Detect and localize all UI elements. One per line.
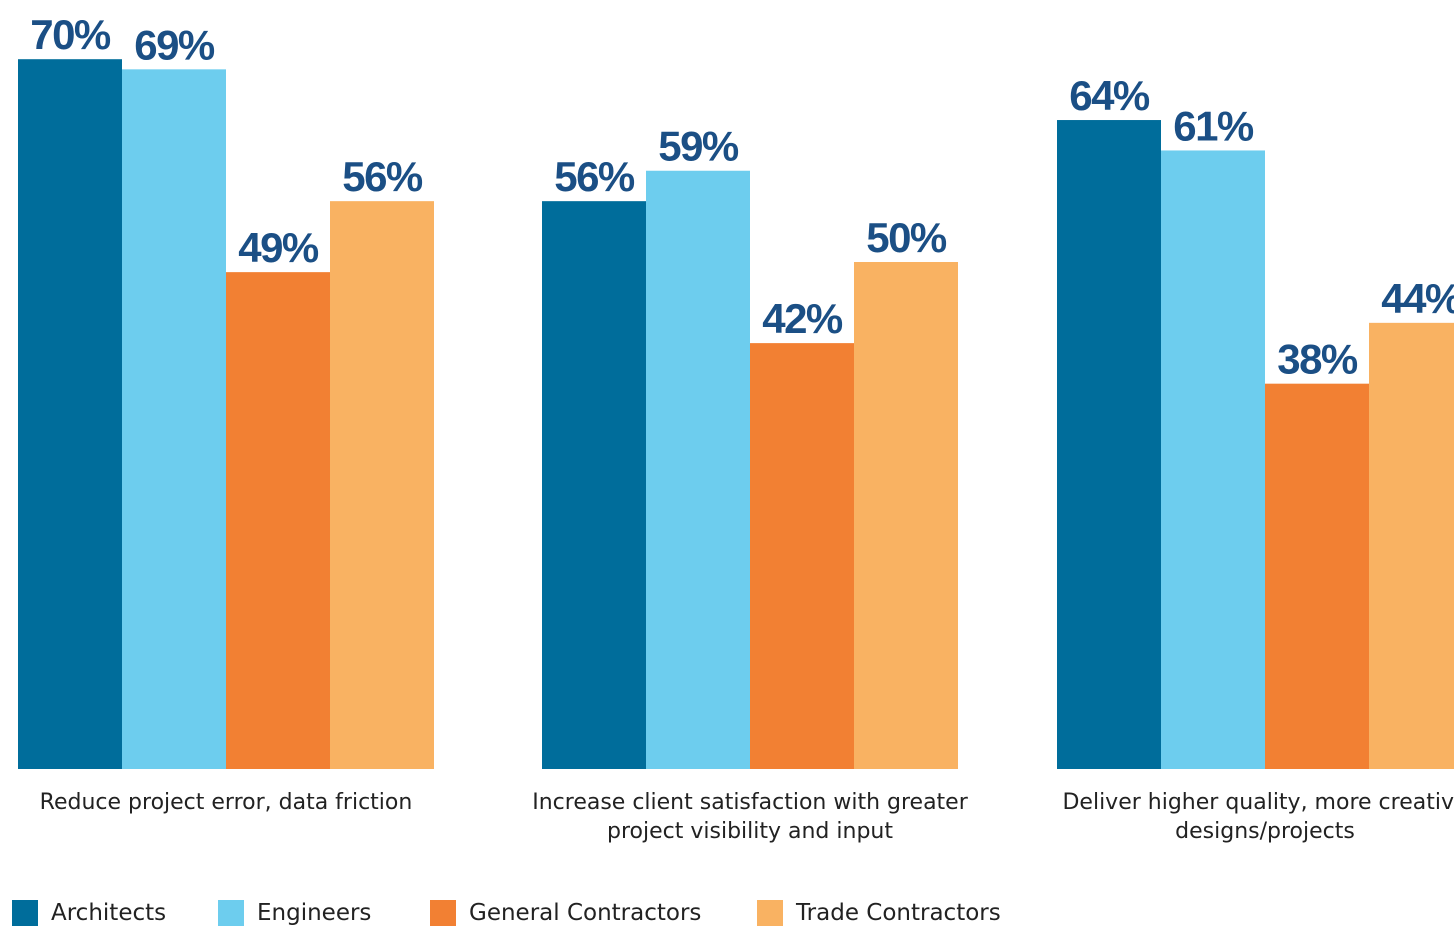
legend-label: General Contractors: [469, 900, 702, 926]
bar: [18, 59, 122, 769]
bar: [1369, 322, 1454, 769]
bar: [750, 343, 854, 769]
bar: [542, 201, 646, 769]
value-label: 64%: [1069, 72, 1150, 119]
bar: [1265, 383, 1369, 769]
bar: [226, 272, 330, 769]
bar: [646, 170, 750, 770]
legend-label: Engineers: [257, 900, 372, 926]
value-label: 70%: [30, 11, 111, 58]
legend-swatch: [757, 900, 783, 926]
bar: [330, 201, 434, 769]
value-label: 56%: [554, 153, 635, 200]
value-label: 38%: [1277, 336, 1358, 383]
bar: [1161, 150, 1265, 769]
category-label: Deliver higher quality, more creative de…: [1062, 790, 1454, 844]
legend-swatch: [218, 900, 244, 926]
value-label: 50%: [866, 214, 947, 261]
legend-item: Engineers: [218, 900, 371, 926]
bar: [1057, 120, 1161, 770]
value-label: 61%: [1173, 102, 1254, 149]
category-label: Increase client satisfaction with greate…: [532, 790, 968, 844]
category-label: Reduce project error, data friction: [39, 790, 413, 815]
value-label: 44%: [1381, 275, 1454, 322]
legend-label: Architects: [51, 900, 167, 926]
value-label: 59%: [658, 123, 739, 170]
bar: [122, 69, 226, 770]
value-label: 56%: [342, 153, 423, 200]
bar: [854, 262, 958, 769]
value-label: 69%: [134, 21, 215, 68]
legend-swatch: [12, 900, 38, 926]
legend-item: Trade Contractors: [757, 900, 1001, 926]
legend-item: General Contractors: [430, 900, 701, 926]
legend-item: Architects: [12, 900, 166, 926]
value-label: 42%: [762, 295, 843, 342]
legend-label: Trade Contractors: [796, 900, 1001, 926]
value-label: 49%: [238, 224, 319, 271]
legend-swatch: [430, 900, 456, 926]
